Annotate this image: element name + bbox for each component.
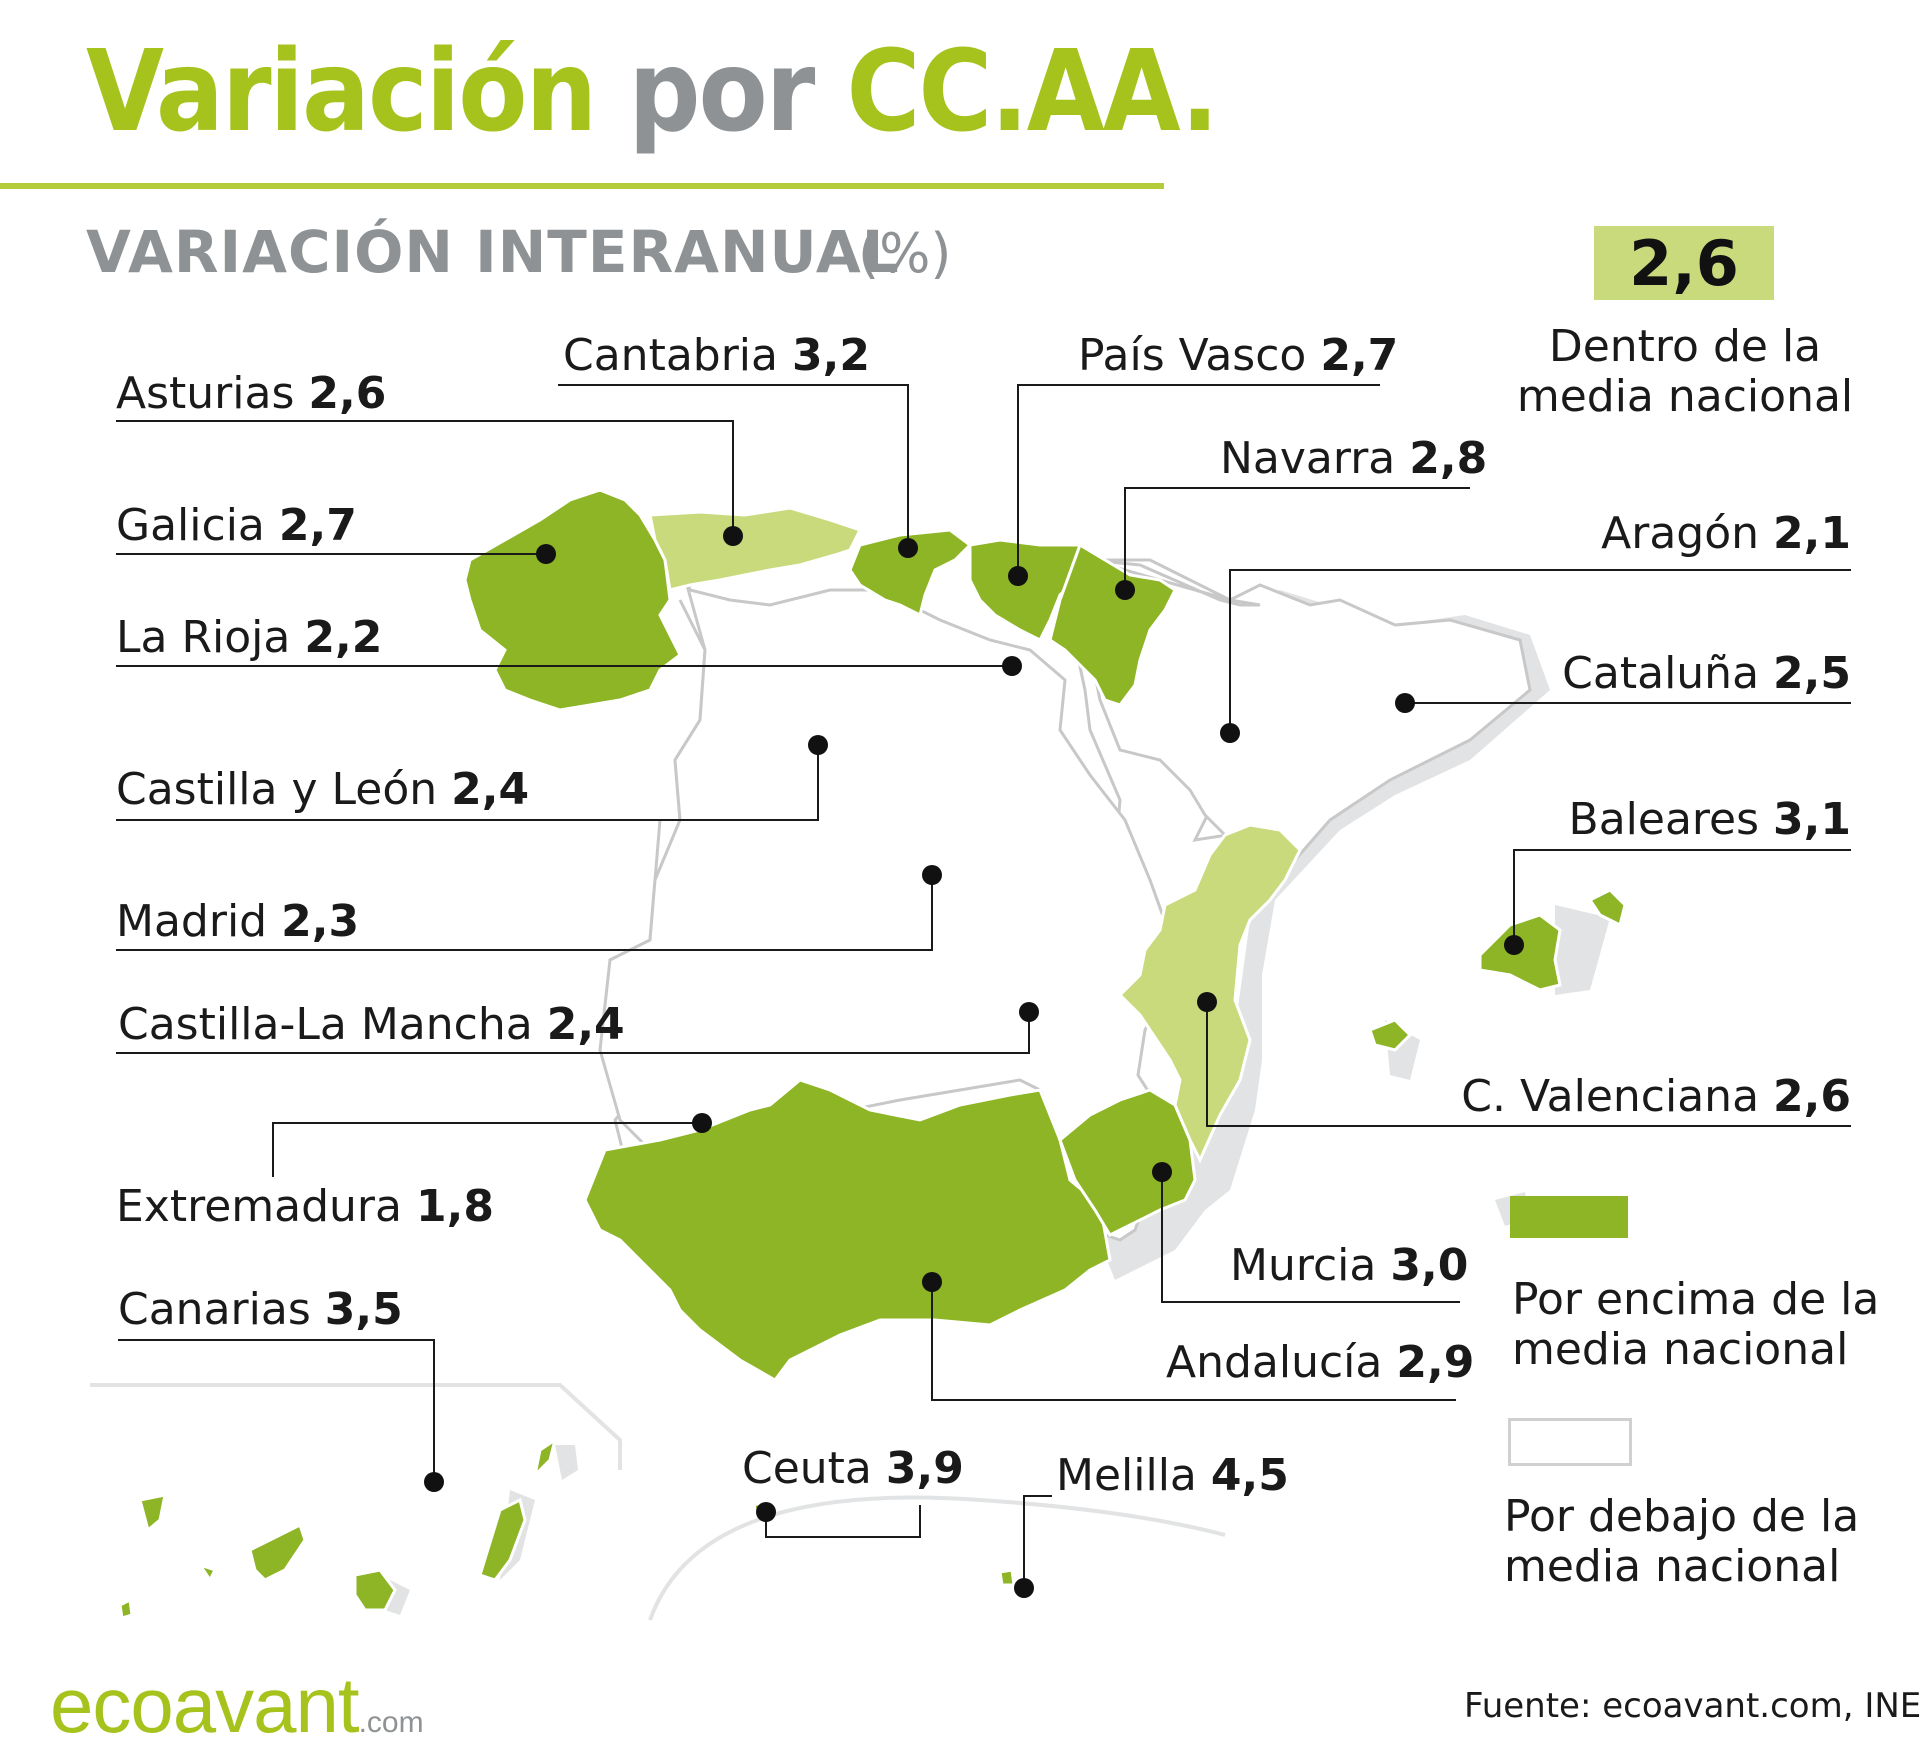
label-aragon: Aragón 2,1 — [1601, 508, 1851, 559]
legend-swatch-below — [1508, 1418, 1632, 1466]
marker-c-valenciana — [1197, 992, 1217, 1012]
marker-andalucia — [922, 1272, 942, 1292]
leader-ceuta — [765, 1505, 921, 1538]
label-pais-vasco: País Vasco 2,7 — [1078, 330, 1399, 381]
label-cantabria: Cantabria 3,2 — [563, 330, 870, 381]
title-underline — [0, 183, 1164, 189]
region-navarra — [1048, 542, 1177, 707]
label-castilla-leon: Castilla y León 2,4 — [116, 764, 530, 815]
leader-baleares — [1513, 849, 1851, 945]
leader-murcia — [1161, 1172, 1460, 1303]
marker-la-rioja — [1002, 656, 1022, 676]
leader-pais-vasco — [1017, 384, 1380, 576]
label-baleares: Baleares 3,1 — [1568, 794, 1851, 845]
shadow-arc — [90, 1383, 1226, 1621]
label-la-rioja: La Rioja 2,2 — [116, 612, 383, 663]
region-canarias-7 — [118, 1597, 134, 1620]
national-average-badge: 2,6 — [1594, 226, 1774, 300]
marker-pais-vasco — [1008, 566, 1028, 586]
leader-cantabria — [558, 384, 909, 548]
label-c-valenciana: C. Valenciana 2,6 — [1461, 1071, 1851, 1122]
marker-cantabria — [898, 538, 918, 558]
leader-castilla-leon — [116, 745, 819, 821]
region-galicia — [463, 488, 682, 712]
leader-lines — [116, 384, 1851, 1588]
region-baleares-ibiza — [1368, 1018, 1413, 1052]
region-pais-vasco — [968, 538, 1103, 643]
leader-extremadura — [272, 1122, 702, 1177]
region-melilla — [998, 1568, 1016, 1587]
legend-label-below: Por debajo de la media nacional — [1504, 1491, 1860, 1592]
leader-canarias — [118, 1339, 435, 1482]
region-canarias-3 — [353, 1568, 397, 1612]
leader-asturias — [116, 420, 734, 536]
label-navarra: Navarra 2,8 — [1220, 433, 1488, 484]
marker-canarias — [424, 1472, 444, 1492]
legend-label-above: Por encima de la media nacional — [1512, 1274, 1880, 1375]
region-markers — [424, 526, 1524, 1598]
region-canarias-6 — [196, 1562, 218, 1583]
marker-navarra — [1115, 580, 1135, 600]
label-asturias: Asturias 2,6 — [116, 368, 387, 419]
marker-murcia — [1152, 1162, 1172, 1182]
ecoavant-logo: ecoavant.com — [50, 1661, 424, 1749]
label-canarias: Canarias 3,5 — [118, 1284, 403, 1335]
marker-asturias — [723, 526, 743, 546]
label-ceuta: Ceuta 3,9 — [742, 1443, 964, 1494]
leader-castilla-la-mancha — [116, 1012, 1030, 1054]
label-andalucia: Andalucía 2,9 — [1166, 1337, 1475, 1388]
marker-cataluna — [1395, 693, 1415, 713]
label-galicia: Galicia 2,7 — [116, 500, 357, 551]
label-extremadura: Extremadura 1,8 — [116, 1181, 494, 1232]
label-castilla-la-mancha: Castilla-La Mancha 2,4 — [118, 999, 625, 1050]
leader-navarra — [1124, 487, 1470, 590]
unit-label: (%) — [858, 222, 952, 285]
marker-extremadura — [692, 1113, 712, 1133]
region-canarias-4 — [478, 1497, 527, 1582]
leader-andalucia — [931, 1282, 1456, 1401]
subtitle: VARIACIÓN INTERANUAL — [86, 218, 900, 286]
map-shadow — [385, 590, 1610, 1615]
region-asturias — [648, 506, 863, 592]
page-title: Variación por CC.AA. — [86, 27, 1219, 157]
label-madrid: Madrid 2,3 — [116, 896, 360, 947]
leader-madrid — [116, 875, 933, 951]
marker-aragon — [1220, 723, 1240, 743]
marker-madrid — [922, 865, 942, 885]
marker-baleares — [1504, 935, 1524, 955]
marker-castilla-leon — [808, 735, 828, 755]
legend-swatch-above — [1510, 1196, 1628, 1238]
region-canarias-2 — [248, 1522, 307, 1582]
leader-aragon — [1229, 569, 1851, 733]
leader-melilla — [1023, 1495, 1052, 1588]
label-melilla: Melilla 4,5 — [1056, 1450, 1289, 1501]
marker-ceuta — [756, 1502, 776, 1522]
marker-melilla — [1014, 1578, 1034, 1598]
label-cataluna: Cataluña 2,5 — [1562, 648, 1851, 699]
region-canarias-1 — [138, 1493, 167, 1533]
label-murcia: Murcia 3,0 — [1230, 1240, 1469, 1291]
leader-c-valenciana — [1206, 1002, 1851, 1127]
marker-galicia — [536, 544, 556, 564]
region-andalucia — [583, 1078, 1112, 1382]
source-note: Fuente: ecoavant.com, INE — [1464, 1686, 1920, 1726]
national-average-label: Dentro de la media nacional — [1516, 321, 1854, 422]
region-canarias-5 — [532, 1436, 558, 1480]
region-baleares-menorca — [1587, 888, 1627, 928]
spain-below-mainland — [598, 558, 1532, 1242]
region-cantabria — [848, 528, 973, 618]
marker-castilla-la-mancha — [1019, 1002, 1039, 1022]
